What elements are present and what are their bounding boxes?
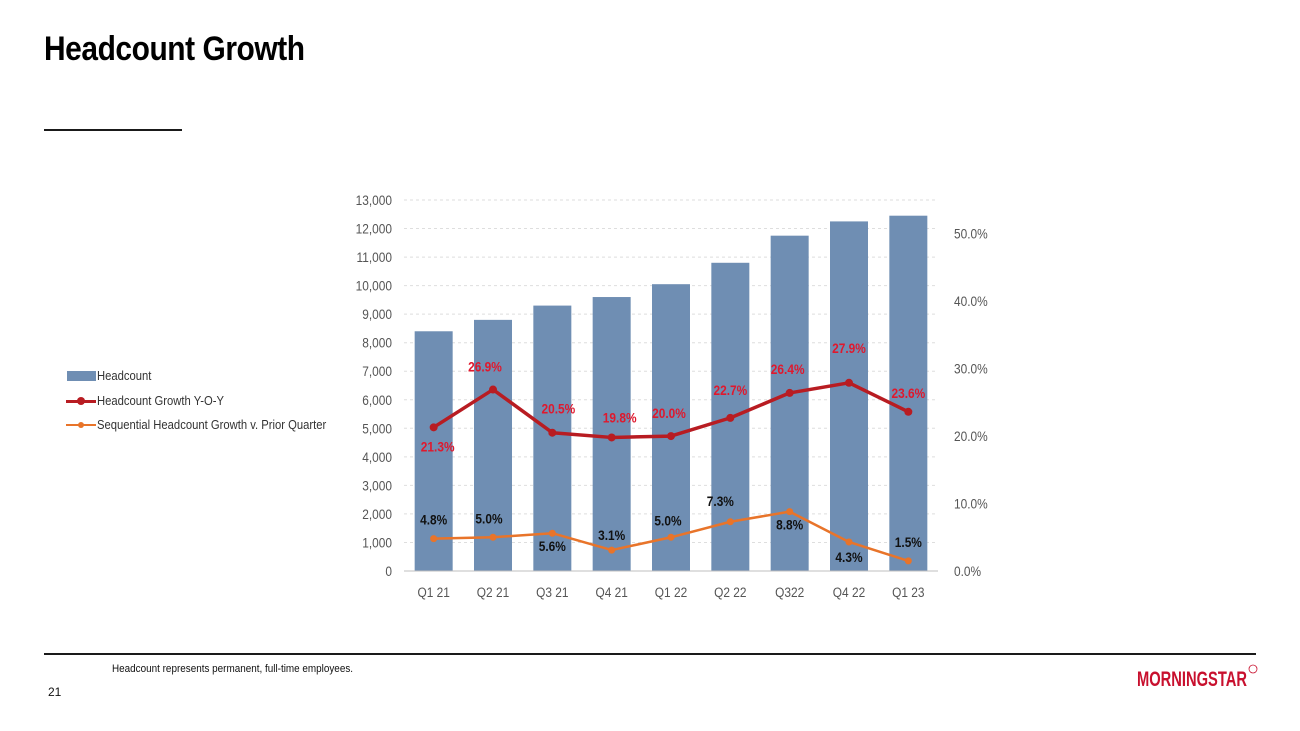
seq-data-label: 4.8% [420, 512, 448, 528]
yoy-growth-point [548, 428, 557, 437]
registered-mark-icon [1248, 664, 1258, 674]
legend-item-yoy: Headcount Growth Y-O-Y [66, 389, 352, 414]
y-right-tick-label: 20.0% [954, 428, 988, 444]
seq-growth-point [904, 557, 912, 565]
yoy-data-label: 26.9% [468, 359, 502, 375]
y-left-tick-label: 7,000 [362, 363, 392, 379]
yoy-growth-point [904, 407, 913, 416]
yoy-data-label: 20.0% [652, 405, 686, 421]
seq-growth-point [786, 508, 794, 516]
y-left-tick-label: 9,000 [362, 306, 392, 322]
legend-label-yoy: Headcount Growth Y-O-Y [97, 393, 224, 408]
yoy-data-label: 20.5% [541, 401, 575, 417]
seq-growth-point [548, 529, 556, 537]
seq-data-label: 7.3% [707, 493, 735, 509]
x-tick-label: Q1 23 [892, 584, 924, 600]
x-tick-label: Q322 [775, 584, 804, 600]
legend-item-seq: Sequential Headcount Growth v. Prior Qua… [66, 413, 352, 438]
headcount-bar [414, 331, 453, 571]
seq-growth-point [489, 533, 497, 541]
y-left-tick-label: 5,000 [362, 420, 392, 436]
seq-growth-point [667, 533, 675, 541]
yoy-data-label: 19.8% [603, 410, 637, 426]
seq-data-label: 5.0% [654, 512, 682, 528]
yoy-data-label: 27.9% [832, 340, 866, 356]
y-left-tick-label: 10,000 [356, 278, 392, 294]
morningstar-logo: MORNINGSTAR [1137, 664, 1258, 691]
seq-growth-point [726, 518, 734, 526]
y-right-tick-label: 30.0% [954, 361, 988, 377]
seq-data-label: 5.0% [475, 510, 503, 526]
x-tick-label: Q2 22 [714, 584, 746, 600]
y-left-tick-label: 1,000 [362, 535, 392, 551]
y-left-tick-label: 13,000 [356, 192, 392, 208]
yoy-growth-point [726, 413, 735, 422]
yoy-growth-point [489, 385, 497, 394]
legend-swatch-headcount [66, 366, 96, 386]
yoy-data-label: 23.6% [891, 385, 925, 401]
footer-divider [44, 653, 1256, 655]
x-tick-label: Q1 21 [417, 584, 449, 600]
seq-data-label: 8.8% [776, 517, 804, 533]
seq-growth-point [430, 535, 438, 543]
seq-growth-point [845, 538, 853, 546]
y-left-tick-label: 0 [385, 563, 392, 579]
x-tick-label: Q4 22 [833, 584, 865, 600]
headcount-bar [830, 221, 868, 571]
y-left-tick-label: 3,000 [362, 477, 392, 493]
x-tick-label: Q4 21 [595, 584, 627, 600]
y-right-tick-label: 10.0% [954, 496, 988, 512]
yoy-growth-point [667, 432, 675, 441]
yoy-growth-point [785, 388, 794, 397]
page-title: Headcount Growth [44, 30, 305, 68]
legend-label-seq: Sequential Headcount Growth v. Prior Qua… [97, 418, 327, 433]
seq-data-label: 5.6% [539, 538, 567, 554]
y-left-tick-label: 12,000 [356, 221, 392, 237]
y-left-tick-label: 11,000 [357, 249, 392, 265]
seq-data-label: 4.3% [835, 549, 863, 565]
yoy-growth-point [429, 423, 438, 432]
x-tick-label: Q1 22 [655, 584, 687, 600]
seq-data-label: 3.1% [598, 527, 626, 543]
page-number: 21 [48, 685, 62, 699]
legend-label-headcount: Headcount [97, 369, 152, 384]
legend-swatch-seq [66, 415, 96, 435]
footnote: Headcount represents permanent, full-tim… [112, 663, 354, 675]
yoy-data-label: 22.7% [713, 382, 747, 398]
y-left-tick-label: 8,000 [362, 335, 392, 351]
seq-data-label: 1.5% [895, 534, 923, 550]
yoy-growth-point [845, 378, 853, 387]
seq-growth-point [608, 546, 616, 554]
y-right-tick-label: 40.0% [954, 293, 988, 309]
y-right-tick-label: 50.0% [954, 226, 988, 242]
headcount-bar [652, 284, 690, 571]
headcount-bar [474, 319, 512, 571]
yoy-data-label: 26.4% [771, 361, 805, 377]
y-left-tick-label: 6,000 [362, 392, 392, 408]
y-right-tick-label: 0.0% [954, 563, 982, 579]
y-left-tick-label: 4,000 [362, 449, 392, 465]
x-tick-label: Q3 21 [536, 584, 568, 600]
y-left-tick-label: 2,000 [362, 506, 392, 522]
yoy-growth-point [607, 433, 616, 442]
headcount-bar [889, 215, 928, 571]
yoy-data-label: 21.3% [421, 438, 455, 454]
headcount-bar [533, 305, 572, 571]
x-tick-label: Q2 21 [477, 584, 509, 600]
chart-legend: Headcount Headcount Growth Y-O-Y Sequent… [66, 364, 352, 438]
legend-item-headcount: Headcount [66, 364, 352, 389]
logo-text: MORNINGSTAR [1137, 668, 1247, 691]
title-underline [44, 129, 182, 131]
legend-swatch-yoy [66, 391, 96, 411]
